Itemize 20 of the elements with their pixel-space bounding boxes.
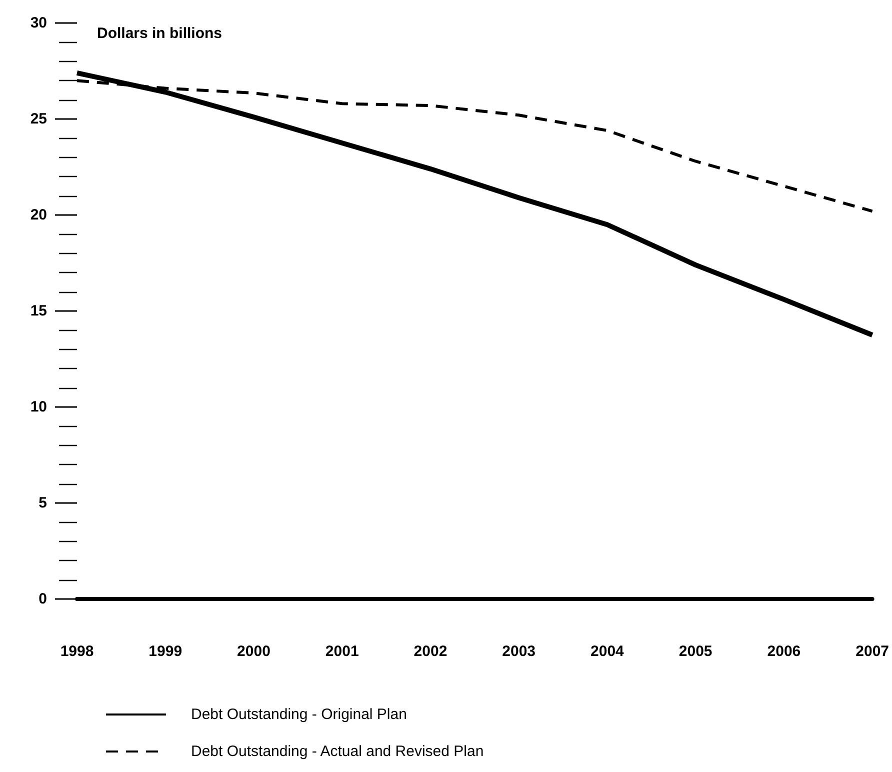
y-tick-label: 10 <box>30 398 47 416</box>
x-tick-label: 2004 <box>590 643 625 660</box>
x-tick-label: 1998 <box>60 643 94 660</box>
x-tick-label: 2002 <box>414 643 448 660</box>
legend-label: Debt Outstanding - Original Plan <box>191 706 407 723</box>
y-tick-label: 15 <box>30 302 47 320</box>
y-tick-label: 0 <box>38 590 47 608</box>
x-tick-label: 1999 <box>148 643 182 660</box>
y-tick-label: 25 <box>30 110 47 128</box>
legend-label: Debt Outstanding - Actual and Revised Plan <box>191 743 484 760</box>
x-tick-label: 2006 <box>767 643 801 660</box>
x-tick-label: 2007 <box>856 643 890 660</box>
y-tick-label: 20 <box>30 206 47 224</box>
y-tick-label: 5 <box>38 494 47 512</box>
x-tick-label: 2001 <box>325 643 359 660</box>
y-tick-label: 30 <box>30 14 47 32</box>
x-tick-label: 2000 <box>237 643 270 660</box>
x-tick-label: 2005 <box>678 643 712 660</box>
x-tick-label: 2003 <box>502 643 536 660</box>
y-axis-title: Dollars in billions <box>97 25 222 42</box>
